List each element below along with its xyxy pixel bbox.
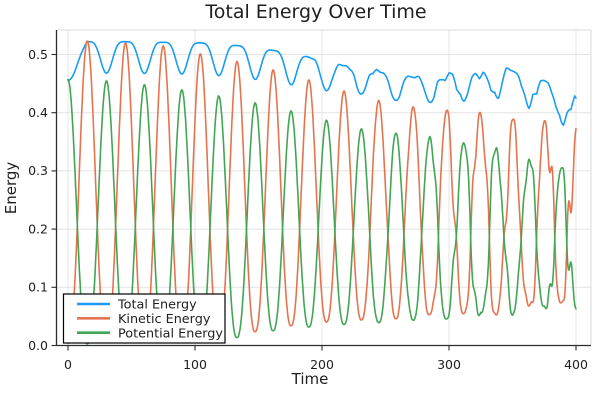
legend: Total Energy Kinetic Energy Potential En… (62, 293, 226, 344)
total-energy-line (67, 40, 577, 127)
x-tick-label-0: 0 (64, 357, 72, 372)
axis-ticks (51, 53, 577, 351)
tick-labels: 0 100 200 300 400 0.0 0.1 0.2 0.3 0.4 0.5 (28, 47, 588, 372)
legend-label-total-energy: Total Energy (117, 298, 197, 313)
axes-frame (55, 29, 592, 347)
legend-label-kinetic-energy: Kinetic Energy (118, 312, 211, 327)
chart-title: Total Energy Over Time (204, 1, 426, 23)
y-tick-label-0.3: 0.3 (28, 163, 48, 178)
y-tick-label-0.5: 0.5 (28, 47, 48, 62)
y-tick-label-0.0: 0.0 (28, 338, 48, 353)
kinetic-energy-line (67, 40, 577, 345)
x-axis-label: Time (291, 370, 329, 388)
y-tick-label-0.1: 0.1 (28, 280, 48, 295)
y-tick-label-0.2: 0.2 (28, 221, 48, 236)
x-tick-label-300: 300 (437, 357, 461, 372)
x-tick-label-200: 200 (310, 357, 334, 372)
legend-label-potential-energy: Potential Energy (118, 326, 223, 341)
potential-energy-line (67, 78, 577, 345)
x-tick-label-100: 100 (183, 357, 207, 372)
x-tick-label-400: 400 (564, 357, 588, 372)
series-lines (67, 40, 577, 345)
y-tick-label-0.4: 0.4 (28, 105, 48, 120)
y-axis-label: Energy (2, 162, 20, 215)
